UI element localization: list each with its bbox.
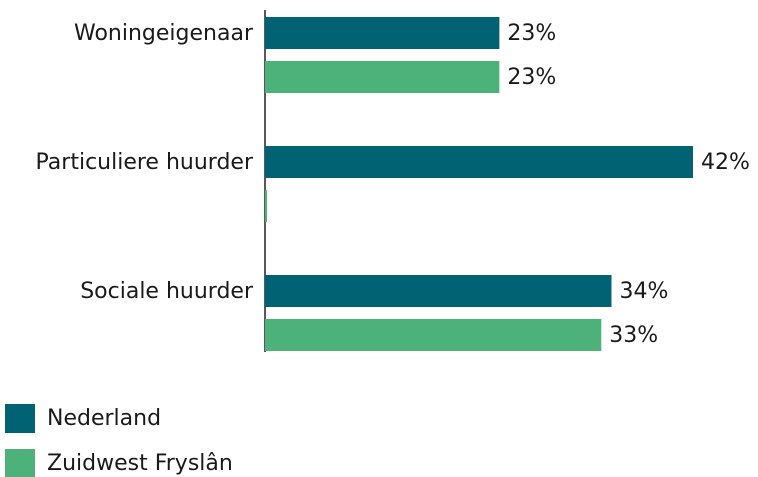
bar <box>265 190 268 222</box>
legend-label: Nederland <box>47 406 161 431</box>
value-label: 42% <box>701 150 750 175</box>
bar <box>265 146 693 178</box>
value-label: 23% <box>507 65 556 90</box>
legend-label: Zuidwest Fryslân <box>47 451 233 476</box>
value-label: 33% <box>609 323 658 348</box>
category-label: Sociale huurder <box>80 279 254 304</box>
category-label: Woningeigenaar <box>74 21 254 46</box>
legend-swatch <box>5 449 35 477</box>
legend-swatch <box>5 404 35 433</box>
bar <box>265 275 612 307</box>
bar <box>265 61 500 93</box>
bar <box>265 319 602 351</box>
value-label: 34% <box>619 279 668 304</box>
bar <box>265 17 500 49</box>
category-label: Particuliere huurder <box>36 150 254 175</box>
value-label: 23% <box>507 21 556 46</box>
